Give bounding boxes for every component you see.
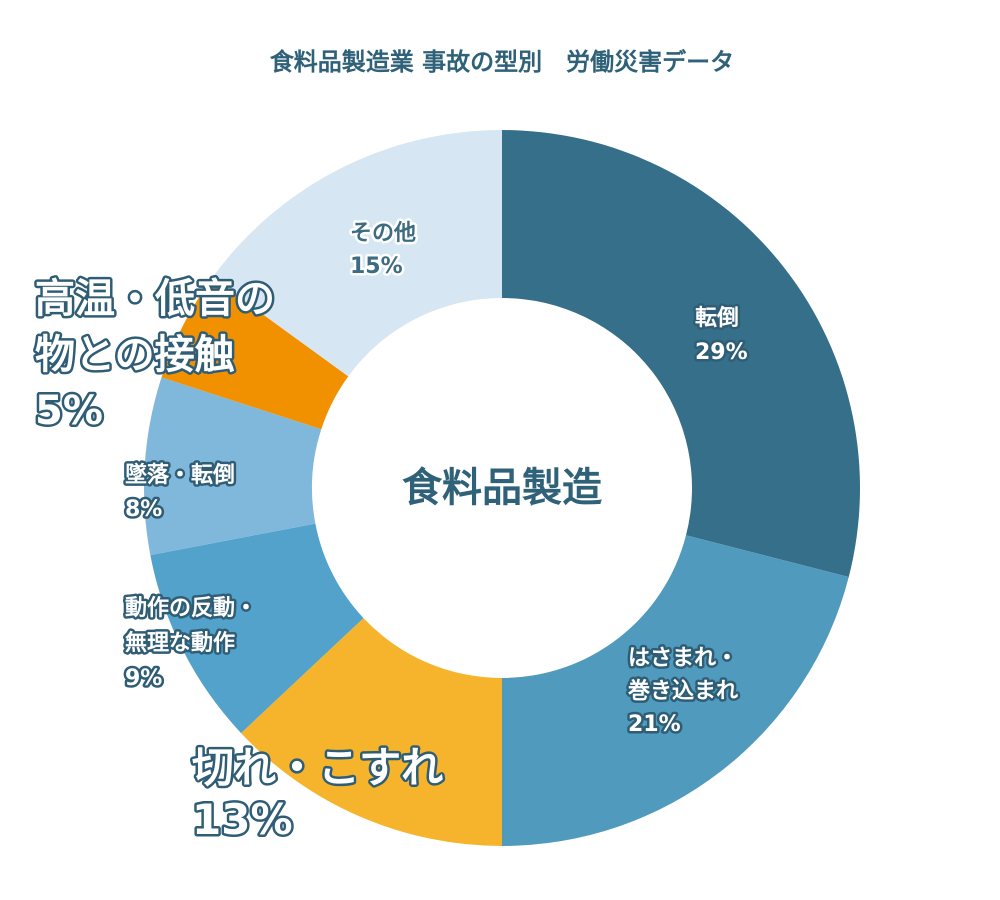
slice-label: 巻き込まれ [628, 678, 738, 704]
donut-slice [161, 277, 349, 430]
donut-slice [502, 535, 849, 846]
value-label: 8% [125, 497, 162, 522]
slice-label: 転倒 [695, 305, 739, 331]
value-label: 5% [35, 388, 103, 434]
value-label: 13% [192, 795, 293, 844]
slice-label: 無理な動作 [125, 630, 235, 656]
donut-slice [502, 130, 860, 578]
value-label: 9% [125, 666, 162, 691]
slice-label: 高温・低音の [35, 276, 275, 322]
value-label: 29% [695, 340, 748, 365]
donut-slice [144, 377, 322, 556]
value-label: 21% [628, 712, 681, 737]
value-label: 15% [350, 254, 403, 279]
slice-label: はさまれ・ [628, 646, 738, 671]
slice-label: その他 [350, 221, 416, 246]
chart-title: 食料品製造業 事故の型別 労働災害データ [270, 48, 734, 76]
donut-slice [241, 618, 502, 846]
slice-label: 切れ・こすれ [192, 743, 443, 792]
slice-label: 墜落・転倒 [125, 462, 235, 488]
donut-slice [212, 129, 502, 377]
slice-label: 動作の反動・ [125, 596, 257, 621]
donut [144, 129, 860, 846]
donut-slice [150, 523, 364, 734]
center-label: 食料品製造 [402, 465, 602, 511]
slice-label: 物との接触 [35, 332, 235, 378]
